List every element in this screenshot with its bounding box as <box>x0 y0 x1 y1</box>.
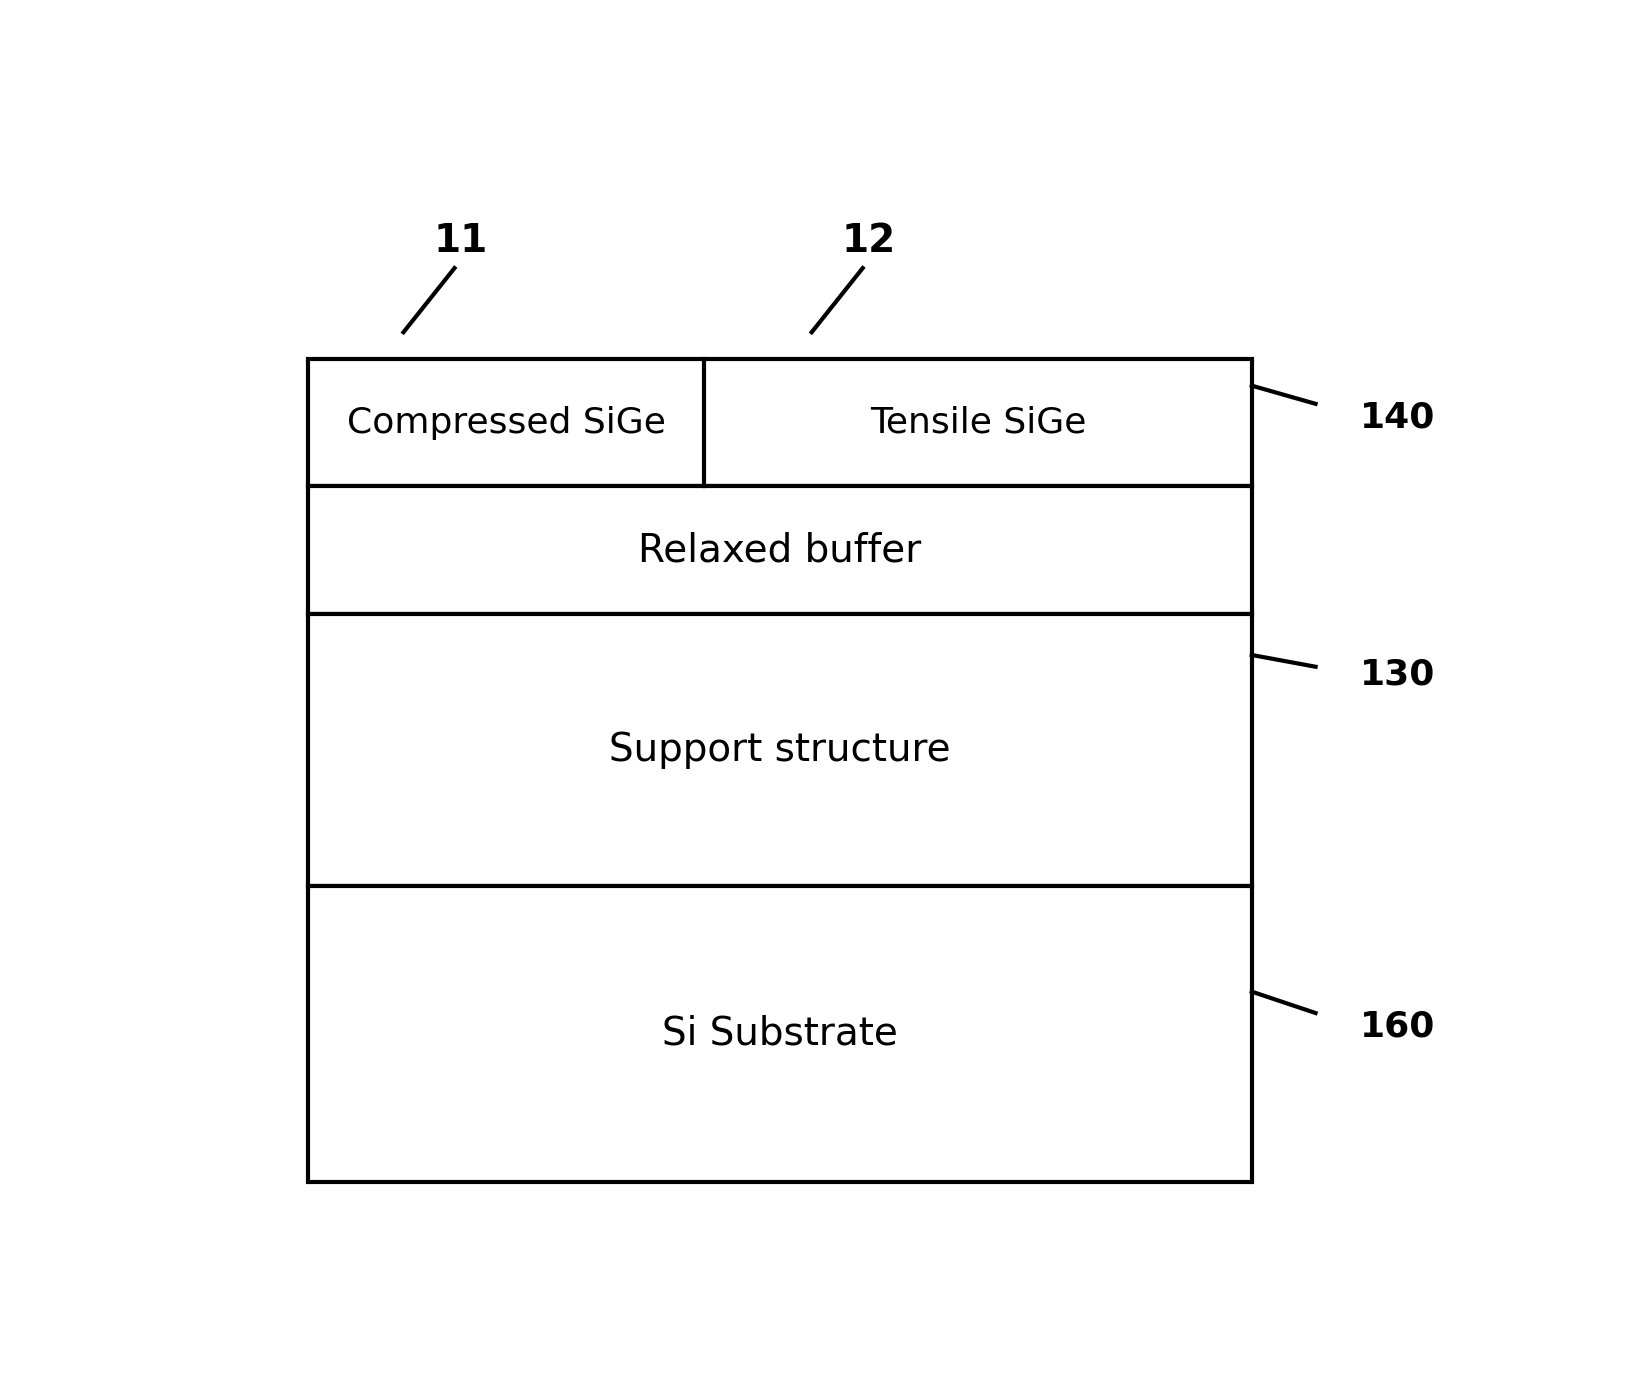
Text: Compressed SiGe: Compressed SiGe <box>347 405 665 440</box>
Bar <box>308 359 1253 486</box>
Text: Relaxed buffer: Relaxed buffer <box>639 532 922 569</box>
Text: 140: 140 <box>1360 401 1435 434</box>
Text: 160: 160 <box>1360 1010 1435 1044</box>
Text: 130: 130 <box>1360 658 1435 691</box>
Bar <box>308 613 1253 886</box>
Text: Si Substrate: Si Substrate <box>662 1015 897 1052</box>
Text: 11: 11 <box>435 222 487 261</box>
Bar <box>308 486 1253 613</box>
Text: Support structure: Support structure <box>609 731 951 769</box>
Bar <box>308 886 1253 1183</box>
Text: 12: 12 <box>843 222 895 261</box>
Text: Tensile SiGe: Tensile SiGe <box>869 405 1086 440</box>
